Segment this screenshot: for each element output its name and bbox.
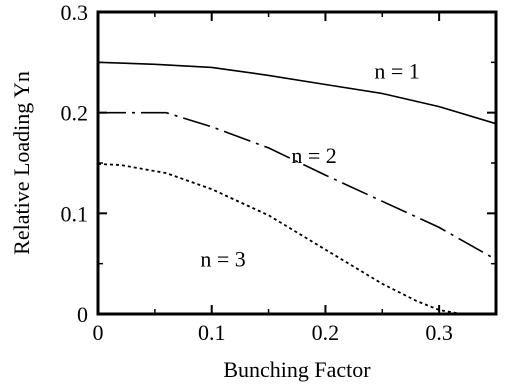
x-tick-label: 0.1 bbox=[198, 320, 226, 345]
series-lines bbox=[97, 61, 497, 315]
series-line bbox=[98, 111, 497, 261]
y-tick-label: 0.3 bbox=[61, 0, 89, 25]
x-tick-label: 0 bbox=[93, 320, 104, 345]
series-labels: n = 1 n = 2 n = 3 bbox=[200, 58, 419, 271]
series-line bbox=[97, 163, 463, 315]
plot-frame bbox=[96, 10, 498, 316]
x-tick-label: 0.3 bbox=[425, 320, 453, 345]
x-axis-title: Bunching Factor bbox=[223, 357, 371, 382]
series-label: n = 1 bbox=[374, 58, 419, 83]
series-label: n = 3 bbox=[200, 247, 245, 272]
y-axis-title: Relative Loading Yn bbox=[9, 71, 34, 255]
series-label: n = 2 bbox=[291, 143, 336, 168]
y-tick-label: 0.2 bbox=[61, 101, 89, 126]
x-tick-label: 0.2 bbox=[312, 320, 340, 345]
series-line bbox=[97, 61, 497, 125]
y-tick-label: 0.1 bbox=[61, 201, 89, 226]
tick-labels: 0 0.1 0.2 0.3 0 0.1 0.2 0.3 bbox=[61, 0, 453, 345]
y-tick-label: 0 bbox=[77, 302, 88, 327]
